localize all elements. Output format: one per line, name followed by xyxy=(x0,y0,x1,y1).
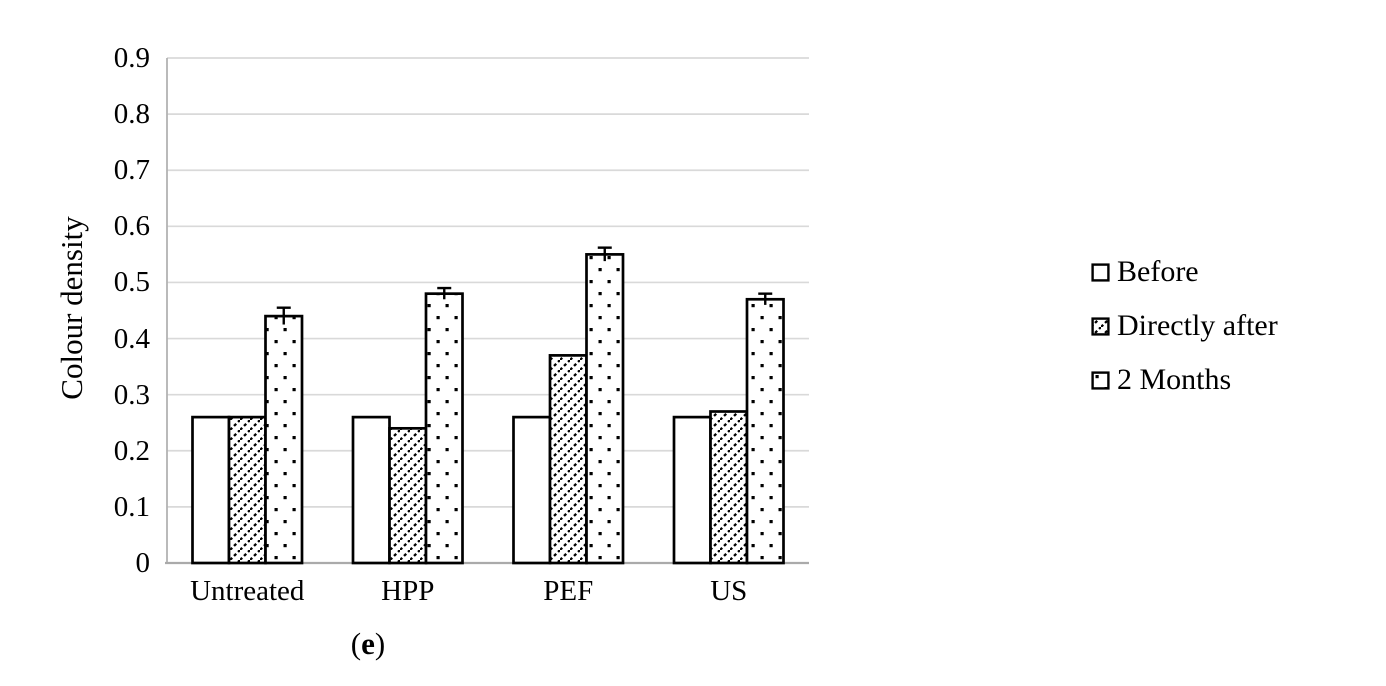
y-axis-title: Colour density xyxy=(54,216,89,400)
y-tick-label: 0.3 xyxy=(113,378,150,411)
x-tick-label-hpp: HPP xyxy=(381,575,435,607)
legend-item-before: Before xyxy=(1091,245,1278,299)
bar-2-months-us xyxy=(745,297,785,565)
bar-directly-after-pef xyxy=(548,354,588,565)
caption-paren-open: ( xyxy=(350,626,362,661)
bar-before-pef xyxy=(512,415,552,565)
bar-2-months-hpp xyxy=(424,292,464,565)
y-tick-label: 0.6 xyxy=(113,210,150,243)
bar-before-us xyxy=(672,415,712,565)
y-tick-label: 0.2 xyxy=(113,434,150,467)
caption-paren-close: ) xyxy=(374,626,386,661)
bar-before-hpp xyxy=(351,415,391,565)
legend-label: Directly after xyxy=(1117,309,1278,342)
caption-letter: e xyxy=(361,626,375,661)
y-tick-label: 0.7 xyxy=(113,154,150,187)
legend-label: 2 Months xyxy=(1117,363,1232,396)
bar-before-untreated xyxy=(191,415,231,565)
chart-legend: Before Directly after 2 Months xyxy=(1091,245,1278,407)
x-tick-label-pef: PEF xyxy=(543,575,594,607)
y-tick-label: 0.9 xyxy=(113,42,150,74)
y-tick-label: 0.5 xyxy=(113,266,150,299)
x-tick-label-untreated: Untreated xyxy=(190,575,305,607)
bar-directly-after-hpp xyxy=(388,426,428,565)
y-tick-label: 0 xyxy=(135,547,151,579)
legend-label: Before xyxy=(1117,255,1199,288)
bar-2-months-untreated xyxy=(264,314,304,565)
figure-caption: (e) xyxy=(268,626,468,662)
y-tick-label: 0.1 xyxy=(113,490,150,523)
legend-item-2-months: 2 Months xyxy=(1091,353,1278,407)
legend-marker-directly-after-icon xyxy=(1091,316,1110,336)
y-tick-label: 0.4 xyxy=(113,322,150,355)
bar-directly-after-untreated xyxy=(227,415,267,565)
x-tick-label-us: US xyxy=(710,575,748,607)
legend-marker-2-months-icon xyxy=(1091,370,1110,390)
legend-marker-before-icon xyxy=(1091,262,1110,282)
bar-2-months-pef xyxy=(585,253,625,565)
bar-directly-after-us xyxy=(709,410,749,565)
legend-item-directly-after: Directly after xyxy=(1091,299,1278,353)
y-tick-label: 0.8 xyxy=(113,98,150,131)
